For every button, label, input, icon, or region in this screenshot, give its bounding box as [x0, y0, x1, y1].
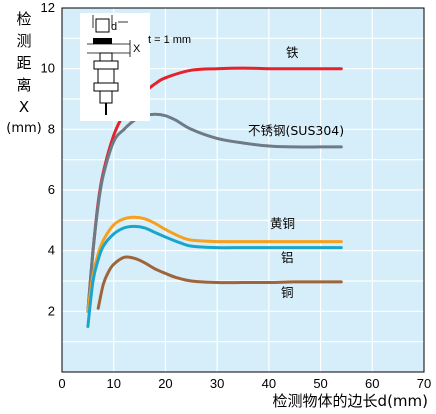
x-tick-label: 0 [58, 376, 65, 391]
sensor-nut-icon [93, 82, 119, 92]
series-label-stainless: 不锈钢(SUS304) [248, 123, 344, 138]
plot-frame [61, 7, 425, 373]
y-tick-label: 8 [48, 121, 55, 136]
series-label-brass: 黄铜 [270, 216, 295, 231]
inset-t-label: t = 1 mm [148, 34, 191, 46]
x-tick-label: 60 [365, 376, 379, 391]
y-axis-label-char: X [19, 98, 29, 116]
y-axis-label-char: 检 [16, 10, 31, 28]
x-tick-label: 20 [158, 376, 172, 391]
x-tick-label: 50 [313, 376, 327, 391]
tick-labels: 0 10 20 30 40 50 60 70 2 4 6 8 10 12 [41, 0, 432, 391]
y-tick-label: 2 [48, 303, 55, 318]
y-axis-label-char: 离 [16, 76, 31, 94]
inset-d-label: d [111, 21, 117, 33]
target-plate [93, 38, 112, 44]
inset-x-label: X [133, 43, 141, 55]
y-axis-unit: (mm) [6, 121, 41, 136]
x-tick-label: 70 [417, 376, 431, 391]
x-tick-label: 30 [210, 376, 224, 391]
x-tick-label: 40 [262, 376, 276, 391]
series-label-iron: 铁 [286, 45, 299, 60]
sensor-nut-icon [93, 60, 119, 70]
series-line-3 [86, 224, 343, 328]
series-layer [86, 66, 343, 328]
sensor-head [99, 52, 113, 62]
series-label-copper: 铜 [281, 285, 294, 300]
series-line-2 [86, 215, 343, 313]
y-tick-label: 10 [41, 61, 55, 76]
y-axis-label-char: 距 [16, 54, 31, 72]
y-axis-label-char: 测 [16, 32, 31, 50]
y-tick-label: 12 [41, 0, 55, 15]
sensor-diagram: d X t = 1 mm [80, 13, 191, 121]
series-line-1 [86, 112, 343, 313]
target-square-icon [95, 18, 110, 33]
series-label-aluminum: 铝 [281, 250, 294, 265]
sensor-tail [99, 90, 113, 104]
x-tick-label: 10 [106, 376, 120, 391]
sensor-body [97, 68, 115, 84]
y-tick-label: 4 [48, 243, 55, 258]
series-line-4 [96, 255, 343, 310]
x-axis-label: 检测物体的边长d(mm) [273, 392, 428, 410]
y-tick-label: 6 [48, 182, 55, 197]
